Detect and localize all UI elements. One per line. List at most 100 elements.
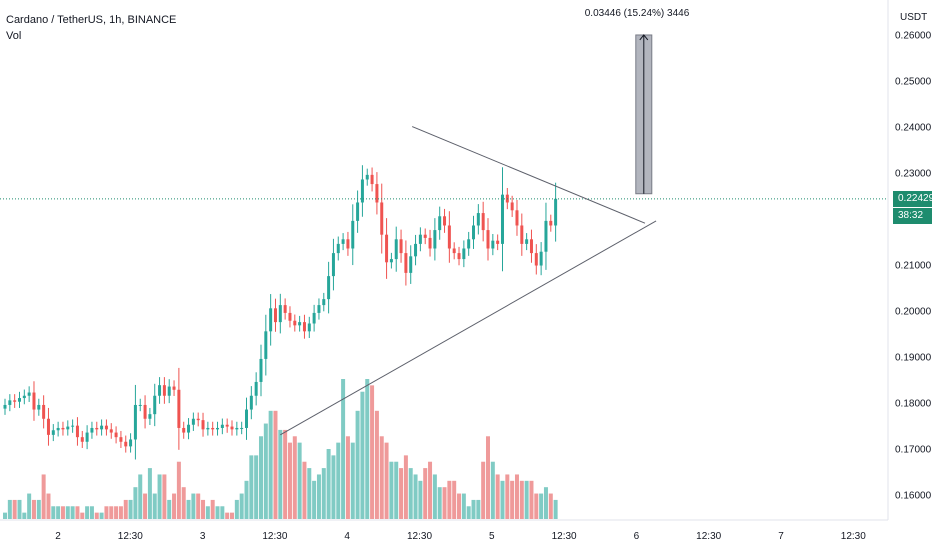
- volume-bar: [186, 499, 191, 519]
- volume-bar: [287, 442, 292, 519]
- y-tick-label: 0.18000: [895, 399, 932, 410]
- candle-body: [138, 404, 142, 406]
- current-price-tag: 0.22429: [893, 190, 932, 207]
- volume-bar: [539, 493, 544, 519]
- x-tick-label: 12:30: [407, 531, 432, 542]
- volume-bar: [51, 506, 56, 519]
- volume-bar: [350, 442, 355, 519]
- volume-bar: [80, 512, 85, 519]
- candle-body: [119, 437, 123, 442]
- candle-body: [187, 424, 191, 433]
- candle-body: [273, 308, 277, 323]
- volume-bar: [157, 474, 162, 519]
- candle-body: [534, 253, 538, 266]
- volume-bar: [138, 474, 143, 519]
- volume-bar: [495, 474, 500, 519]
- volume-bar: [524, 480, 529, 519]
- candle-body: [510, 202, 514, 211]
- y-tick-label: 0.25000: [895, 77, 932, 88]
- volume-bar: [553, 499, 558, 519]
- volume-bar: [239, 493, 244, 519]
- y-tick-label: 0.21000: [895, 261, 932, 272]
- volume-bar: [268, 410, 273, 519]
- candle-body: [394, 239, 398, 260]
- volume-bar: [355, 410, 360, 519]
- candle-body: [182, 427, 186, 433]
- volume-bar: [321, 468, 326, 519]
- measure-label: 0.03446 (15.24%) 3446: [584, 8, 690, 19]
- candle-body: [399, 239, 403, 254]
- y-tick-label: 0.24000: [895, 123, 932, 134]
- support-trendline: [280, 220, 657, 436]
- volume-bar: [476, 499, 481, 519]
- candle-body: [356, 202, 360, 221]
- volume-bar: [220, 506, 225, 519]
- candle-body: [56, 427, 60, 431]
- candle-body: [389, 259, 393, 263]
- volume-bar: [534, 493, 539, 519]
- volume-bar: [326, 449, 331, 519]
- symbol-title: Cardano / TetherUS, 1h, BINANCE: [6, 14, 177, 26]
- volume-bar: [75, 506, 80, 519]
- volume-bar: [370, 385, 375, 519]
- volume-bar: [345, 436, 350, 519]
- candle-body: [529, 239, 533, 254]
- volume-bar: [230, 512, 235, 519]
- volume-bar: [60, 506, 65, 519]
- y-tick-label: 0.26000: [895, 31, 932, 42]
- candle-body: [196, 418, 200, 421]
- candle-body: [539, 251, 543, 266]
- volume-bar: [529, 480, 534, 519]
- candle-body: [433, 230, 437, 249]
- volume-bar: [12, 499, 17, 519]
- candle-body: [167, 386, 171, 396]
- volume-bar: [442, 487, 447, 519]
- candle-body: [13, 400, 17, 402]
- x-tick-label: 12:30: [262, 531, 287, 542]
- volume-bar: [27, 493, 32, 519]
- candle-body: [3, 404, 7, 409]
- volume-bar: [133, 487, 138, 519]
- volume-bar: [490, 461, 495, 519]
- candle-body: [365, 174, 369, 180]
- candle-body: [75, 425, 79, 438]
- candle-body: [515, 210, 519, 226]
- candle-body: [264, 331, 268, 359]
- candle-body: [90, 427, 94, 433]
- measure-arrow-head: [639, 34, 649, 41]
- volume-bar: [297, 442, 302, 519]
- volume-bar: [273, 410, 278, 519]
- volume-bar: [147, 468, 152, 519]
- volume-bar: [331, 455, 336, 519]
- volume-bar: [384, 442, 389, 519]
- x-tick-label: 2: [55, 531, 61, 542]
- volume-bar: [56, 506, 61, 519]
- candle-body: [206, 427, 210, 430]
- candle-body: [404, 253, 408, 273]
- candle-body: [409, 256, 413, 273]
- candle-body: [438, 216, 442, 231]
- volume-bar: [85, 506, 90, 519]
- candle-body: [129, 439, 133, 447]
- candle-body: [351, 220, 355, 249]
- volume-bar: [457, 493, 462, 519]
- candle-body: [467, 239, 471, 249]
- volume-bar: [46, 493, 51, 519]
- volume-bar: [500, 480, 505, 519]
- volume-bar: [118, 506, 123, 519]
- volume-bar: [41, 474, 46, 519]
- x-tick-label: 7: [778, 531, 784, 542]
- candle-body: [549, 220, 553, 226]
- candle-body: [452, 248, 456, 254]
- volume-label: Vol: [6, 30, 22, 42]
- candle-body: [423, 234, 427, 238]
- candle-body: [100, 425, 104, 430]
- candle-layer: [3, 165, 558, 460]
- volume-bar: [201, 499, 206, 519]
- candle-body: [177, 389, 181, 428]
- volume-bar: [292, 436, 297, 519]
- candle-body: [302, 322, 306, 332]
- volume-bar: [17, 499, 22, 519]
- candle-body: [375, 184, 379, 203]
